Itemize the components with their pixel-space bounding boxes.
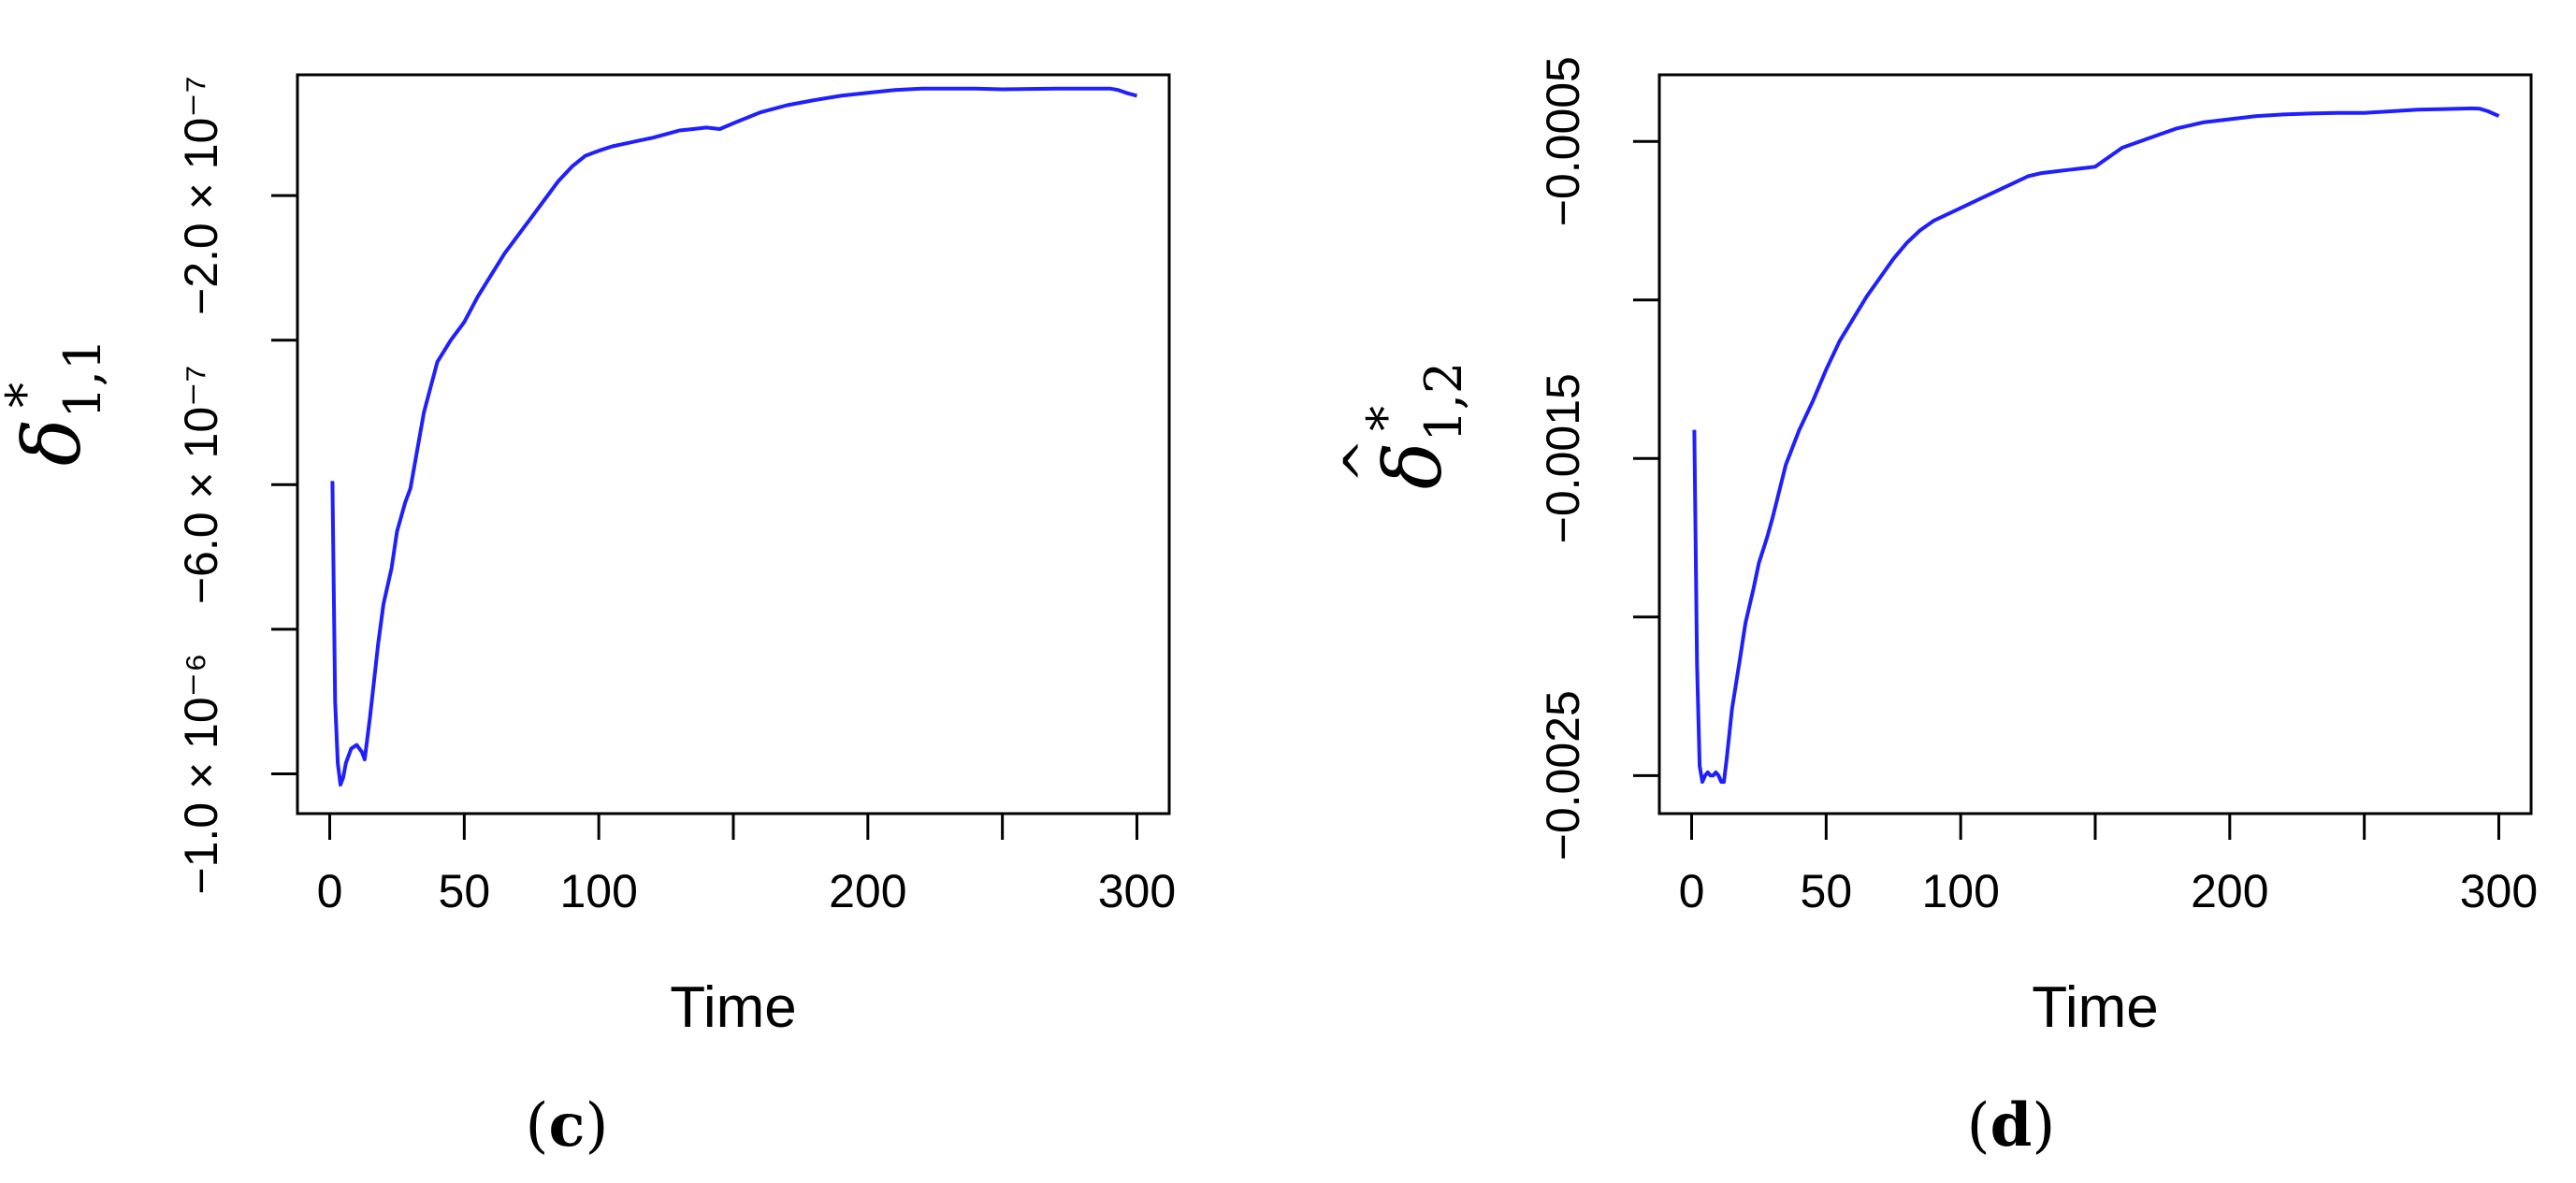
series-line	[330, 86, 1138, 787]
y-tick-label: −1.0 × 10⁻⁶	[175, 653, 227, 894]
x-tick-label: 300	[1098, 865, 1176, 917]
y-axis-hat: ^	[1332, 438, 1396, 483]
y-axis-symbol: δ	[7, 419, 98, 467]
y-tick-label: −0.0015	[1537, 373, 1589, 543]
y-axis-symbol: δ	[1368, 442, 1459, 490]
svg-text:δ1,1: δ1,1	[7, 339, 112, 466]
y-axis-subscript: 1,1	[53, 339, 112, 419]
x-tick-label: 0	[317, 865, 343, 917]
y-axis-subscript: 1,2	[1414, 362, 1473, 442]
x-tick-label: 0	[1679, 865, 1705, 917]
x-tick-label: 200	[829, 865, 906, 917]
plot-frame	[296, 73, 1171, 815]
x-tick-label: 300	[2460, 865, 2538, 917]
x-tick-label: 50	[439, 865, 491, 917]
y-tick-label: −0.0025	[1537, 690, 1589, 860]
y-axis-superscript: *	[1356, 406, 1415, 431]
plot-frame	[1657, 73, 2533, 815]
x-axis-label: Time	[670, 975, 796, 1040]
panel-label: (d)	[1967, 1090, 2056, 1161]
y-axis-label: δ1,1^*	[0, 339, 112, 466]
y-axis-label: δ1,2^*	[1332, 362, 1473, 489]
y-axis-hat: ^	[0, 414, 35, 460]
series-line	[1692, 106, 2500, 785]
x-tick-label: 100	[559, 865, 637, 917]
chart-panel-c: 0 50 100 200 300 −1.0 × 10⁻⁶ −6.0 × 10⁻⁷ −2.0 ×…	[0, 73, 1176, 1161]
x-axis-label: Time	[2032, 975, 2158, 1040]
x-tick-label: 100	[1921, 865, 1999, 917]
y-tick-label: −6.0 × 10⁻⁷	[175, 365, 227, 604]
svg-text:δ1,2: δ1,2	[1368, 362, 1473, 489]
x-tick-label: 200	[2191, 865, 2268, 917]
x-tick-label: 50	[1801, 865, 1853, 917]
y-axis-superscript: *	[0, 382, 54, 408]
chart-panel-d: 0 50 100 200 300 −0.0025 −0.0015 −0.0005 Time δ1,…	[1332, 56, 2538, 1161]
panel-label: (c)	[526, 1090, 609, 1161]
y-tick-label: −2.0 × 10⁻⁷	[175, 76, 227, 315]
y-tick-label: −0.0005	[1537, 56, 1589, 226]
